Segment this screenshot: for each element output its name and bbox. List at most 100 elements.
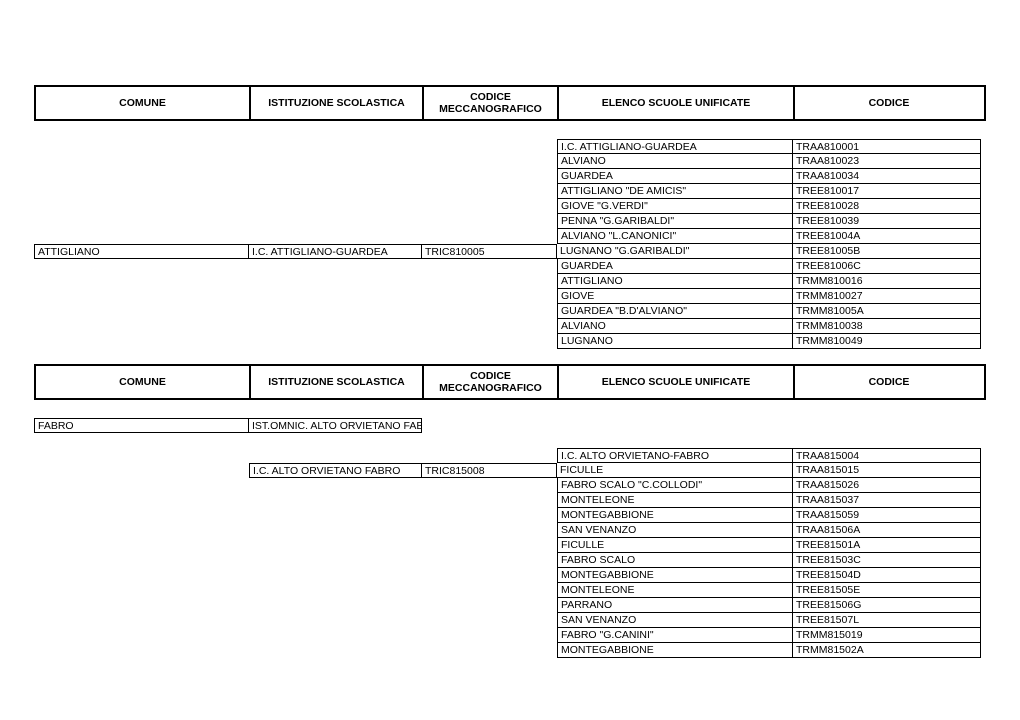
table-row: GUARDEATREE81006C: [34, 259, 986, 274]
header-comune: COMUNE: [36, 87, 251, 119]
block2-rows: I.C. ALTO ORVIETANO-FABROTRAA815004I.C. …: [34, 448, 986, 658]
cell-codice: TRAA810023: [793, 154, 981, 169]
cell-codice: TREE81005B: [793, 244, 981, 259]
table-row: I.C. ATTIGLIANO-GUARDEATRAA810001: [34, 139, 986, 154]
cell-codice-mecc: TRIC810005: [422, 244, 557, 259]
cell-elenco: PENNA "G.GARIBALDI": [557, 214, 793, 229]
cell-codice: TREE81503C: [793, 553, 981, 568]
cell-elenco: ATTIGLIANO: [557, 274, 793, 289]
cell-elenco: SAN VENANZO: [557, 613, 793, 628]
cell-elenco: I.C. ATTIGLIANO-GUARDEA: [557, 139, 793, 154]
cell-codice: TRMM810049: [793, 334, 981, 349]
cell-elenco: I.C. ALTO ORVIETANO-FABRO: [557, 448, 793, 463]
table-row: ATTIGLIANOI.C. ATTIGLIANO-GUARDEATRIC810…: [34, 244, 986, 259]
table-row: MONTEGABBIONETRMM81502A: [34, 643, 986, 658]
header-codice: CODICE: [795, 87, 983, 119]
cell-elenco: ATTIGLIANO "DE AMICIS": [557, 184, 793, 199]
table-row: GUARDEA "B.D'ALVIANO"TRMM81005A: [34, 304, 986, 319]
cell-elenco: MONTELEONE: [557, 493, 793, 508]
cell-elenco: FABRO SCALO: [557, 553, 793, 568]
cell-elenco: GUARDEA: [557, 259, 793, 274]
cell-codice: TRAA810001: [793, 139, 981, 154]
cell-codice: TREE81504D: [793, 568, 981, 583]
table-row: FABRO SCALO "C.COLLODI"TRAA815026: [34, 478, 986, 493]
table-row: FABRO "G.CANINI"TRMM815019: [34, 628, 986, 643]
fabro-comune: FABRO: [34, 418, 249, 433]
header-row-2: COMUNE ISTITUZIONE SCOLASTICA CODICE MEC…: [34, 364, 986, 400]
cell-elenco: PARRANO: [557, 598, 793, 613]
cell-istituzione: I.C. ALTO ORVIETANO FABRO: [249, 463, 422, 478]
table-row: FICULLETREE81501A: [34, 538, 986, 553]
table-row: SAN VENANZOTRAA81506A: [34, 523, 986, 538]
cell-elenco: FABRO SCALO "C.COLLODI": [557, 478, 793, 493]
cell-codice: TRAA810034: [793, 169, 981, 184]
header-elenco-2: ELENCO SCUOLE UNIFICATE: [559, 366, 795, 398]
cell-elenco: GUARDEA: [557, 169, 793, 184]
table-row: ATTIGLIANO "DE AMICIS"TREE810017: [34, 184, 986, 199]
cell-codice: TRMM815019: [793, 628, 981, 643]
table-row: MONTELEONETRAA815037: [34, 493, 986, 508]
cell-codice: TRAA815059: [793, 508, 981, 523]
table-row: GUARDEATRAA810034: [34, 169, 986, 184]
table-row: ALVIANOTRMM810038: [34, 319, 986, 334]
header-elenco: ELENCO SCUOLE UNIFICATE: [559, 87, 795, 119]
cell-codice: TREE81505E: [793, 583, 981, 598]
cell-codice: TRAA81506A: [793, 523, 981, 538]
cell-codice: TRMM810038: [793, 319, 981, 334]
table-row: PENNA "G.GARIBALDI"TREE810039: [34, 214, 986, 229]
cell-codice-mecc: TRIC815008: [422, 463, 557, 478]
table-row: MONTEGABBIONETREE81504D: [34, 568, 986, 583]
header-codice-mecc: CODICE MECCANOGRAFICO: [424, 87, 559, 119]
cell-elenco: GIOVE "G.VERDI": [557, 199, 793, 214]
cell-codice: TRMM81502A: [793, 643, 981, 658]
header-comune-2: COMUNE: [36, 366, 251, 398]
cell-codice: TREE81501A: [793, 538, 981, 553]
cell-codice: TRMM810016: [793, 274, 981, 289]
table-row: SAN VENANZOTREE81507L: [34, 613, 986, 628]
table-row: ATTIGLIANOTRMM810016: [34, 274, 986, 289]
header-row-1: COMUNE ISTITUZIONE SCOLASTICA CODICE MEC…: [34, 85, 986, 121]
cell-codice: TRMM81005A: [793, 304, 981, 319]
table-row: LUGNANOTRMM810049: [34, 334, 986, 349]
cell-elenco: GUARDEA "B.D'ALVIANO": [557, 304, 793, 319]
cell-codice: TRAA815037: [793, 493, 981, 508]
cell-codice: TREE810028: [793, 199, 981, 214]
table-row: GIOVETRMM810027: [34, 289, 986, 304]
cell-codice: TRMM810027: [793, 289, 981, 304]
table-row: ALVIANOTRAA810023: [34, 154, 986, 169]
cell-elenco: FABRO "G.CANINI": [557, 628, 793, 643]
cell-codice: TREE81004A: [793, 229, 981, 244]
cell-elenco: MONTEGABBIONE: [557, 568, 793, 583]
cell-elenco: MONTELEONE: [557, 583, 793, 598]
cell-elenco: ALVIANO "L.CANONICI": [557, 229, 793, 244]
fabro-istituzione: IST.OMNIC. ALTO ORVIETANO FABRO: [249, 418, 422, 433]
table-row: I.C. ALTO ORVIETANO-FABROTRAA815004: [34, 448, 986, 463]
table-row: ALVIANO "L.CANONICI"TREE81004A: [34, 229, 986, 244]
cell-codice: TREE81507L: [793, 613, 981, 628]
cell-elenco: ALVIANO: [557, 154, 793, 169]
header-codice-2: CODICE: [795, 366, 983, 398]
cell-codice: TREE810039: [793, 214, 981, 229]
document-page: COMUNE ISTITUZIONE SCOLASTICA CODICE MEC…: [0, 0, 1020, 658]
cell-codice: TREE810017: [793, 184, 981, 199]
cell-elenco: ALVIANO: [557, 319, 793, 334]
cell-codice: TRAA815004: [793, 448, 981, 463]
cell-elenco: GIOVE: [557, 289, 793, 304]
cell-elenco: FICULLE: [557, 538, 793, 553]
cell-elenco: MONTEGABBIONE: [557, 508, 793, 523]
cell-elenco: LUGNANO: [557, 334, 793, 349]
table-row: I.C. ALTO ORVIETANO FABROTRIC815008FICUL…: [34, 463, 986, 478]
cell-comune: ATTIGLIANO: [34, 244, 249, 259]
table-row: MONTELEONETREE81505E: [34, 583, 986, 598]
cell-codice: TRAA815026: [793, 478, 981, 493]
cell-elenco: MONTEGABBIONE: [557, 643, 793, 658]
cell-elenco: SAN VENANZO: [557, 523, 793, 538]
cell-elenco: LUGNANO "G.GARIBALDI": [557, 244, 793, 259]
table-row: FABRO SCALOTREE81503C: [34, 553, 986, 568]
header-codice-mecc-2: CODICE MECCANOGRAFICO: [424, 366, 559, 398]
table-row: PARRANOTREE81506G: [34, 598, 986, 613]
header-istituzione-2: ISTITUZIONE SCOLASTICA: [251, 366, 424, 398]
cell-codice: TRAA815015: [793, 463, 981, 478]
table-row: GIOVE "G.VERDI"TREE810028: [34, 199, 986, 214]
cell-codice: TREE81006C: [793, 259, 981, 274]
